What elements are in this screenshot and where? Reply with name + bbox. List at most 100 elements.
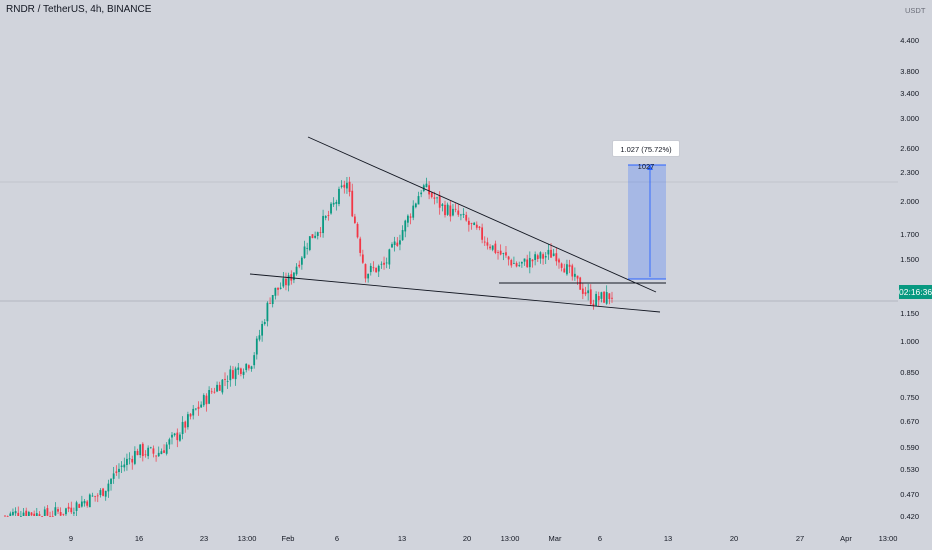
candle-body bbox=[43, 509, 46, 516]
candle-body bbox=[112, 473, 115, 479]
candle-body bbox=[486, 242, 489, 246]
x-tick-label: 16 bbox=[135, 534, 143, 543]
y-tick-label: 3.000 bbox=[900, 114, 919, 123]
candle-body bbox=[9, 513, 12, 516]
candle-body bbox=[555, 253, 558, 262]
candle-body bbox=[462, 213, 465, 215]
candle-body bbox=[438, 195, 441, 208]
candle-body bbox=[515, 263, 518, 267]
candle-body bbox=[128, 458, 131, 460]
candle-body bbox=[592, 303, 595, 306]
y-tick-label: 1.150 bbox=[900, 309, 919, 318]
candle-body bbox=[131, 459, 134, 463]
y-tick-label: 1.000 bbox=[900, 337, 919, 346]
candle-body bbox=[510, 260, 513, 266]
candle-body bbox=[126, 458, 128, 465]
candle-body bbox=[308, 236, 311, 250]
candle-body bbox=[552, 253, 555, 256]
candle-body bbox=[99, 490, 102, 496]
candle-body bbox=[300, 257, 303, 265]
candle-body bbox=[171, 434, 173, 438]
y-tick-label: 0.420 bbox=[900, 512, 919, 521]
candle-body bbox=[49, 516, 51, 517]
candle-body bbox=[197, 406, 200, 409]
candle-body bbox=[38, 514, 41, 516]
candle-body bbox=[589, 289, 592, 305]
x-tick-label: 27 bbox=[796, 534, 804, 543]
candle-body bbox=[303, 246, 306, 259]
y-tick-label: 4.400 bbox=[900, 36, 919, 45]
candle-body bbox=[322, 215, 324, 234]
candle-body bbox=[531, 259, 534, 262]
candle-body bbox=[566, 264, 568, 275]
candle-body bbox=[22, 512, 25, 516]
candle-body bbox=[544, 255, 547, 258]
candle-body bbox=[221, 379, 224, 393]
candle-body bbox=[475, 224, 478, 228]
candle-body bbox=[351, 190, 354, 217]
candle-body bbox=[120, 465, 123, 467]
candle-body bbox=[226, 381, 229, 383]
candle-body bbox=[274, 287, 277, 296]
measure-label: 1.027 (75.72%) 1027 bbox=[612, 140, 680, 171]
candle-body bbox=[391, 244, 393, 248]
candle-body bbox=[279, 287, 282, 289]
candle-body bbox=[94, 495, 97, 497]
candle-body bbox=[80, 501, 83, 507]
candle-body bbox=[253, 355, 256, 366]
candle-body bbox=[4, 515, 6, 517]
candle-body bbox=[361, 254, 364, 263]
candle-body bbox=[441, 204, 444, 206]
candle-body bbox=[380, 263, 383, 265]
candle-body bbox=[491, 245, 494, 250]
candle-body bbox=[364, 264, 367, 279]
candle-body bbox=[115, 471, 118, 473]
candle-body bbox=[245, 363, 248, 371]
candle-body bbox=[14, 511, 17, 514]
candle-body bbox=[338, 188, 340, 205]
candle-body bbox=[587, 290, 590, 294]
candle-body bbox=[208, 390, 211, 404]
candle-body bbox=[269, 302, 271, 304]
candle-body bbox=[605, 292, 608, 304]
y-tick-label: 0.470 bbox=[900, 490, 919, 499]
y-tick-label: 2.000 bbox=[900, 197, 919, 206]
candle-body bbox=[57, 509, 59, 512]
x-tick-label: 20 bbox=[730, 534, 738, 543]
candle-body bbox=[404, 220, 407, 232]
x-tick-label: 20 bbox=[463, 534, 471, 543]
candle-body bbox=[91, 495, 94, 497]
candle-body bbox=[51, 516, 54, 517]
candle-body bbox=[96, 495, 99, 497]
candle-body bbox=[449, 205, 452, 217]
candle-body bbox=[428, 185, 431, 195]
candle-body bbox=[311, 234, 314, 239]
candle-body bbox=[528, 257, 531, 268]
candle-body bbox=[107, 483, 110, 492]
candle-body bbox=[547, 249, 550, 255]
candle-body bbox=[136, 450, 139, 456]
candle-body bbox=[494, 243, 497, 253]
candle-body bbox=[149, 447, 152, 449]
y-tick-label: 0.850 bbox=[900, 368, 919, 377]
candle-body bbox=[497, 252, 499, 253]
candle-body bbox=[255, 338, 258, 355]
x-tick-label: 13 bbox=[664, 534, 672, 543]
candle-body bbox=[489, 246, 491, 249]
measure-box bbox=[628, 165, 666, 279]
candle-body bbox=[59, 512, 62, 516]
candle-body bbox=[141, 443, 144, 457]
candle-body bbox=[35, 513, 38, 516]
candle-body bbox=[340, 185, 343, 187]
candle-body bbox=[573, 273, 576, 277]
candle-body bbox=[393, 241, 396, 246]
candle-body bbox=[346, 182, 348, 189]
candle-body bbox=[611, 297, 613, 299]
candle-body bbox=[332, 202, 335, 205]
candle-body bbox=[406, 215, 409, 223]
x-tick-label: 23 bbox=[200, 534, 208, 543]
candle-body bbox=[73, 512, 75, 514]
candle-body bbox=[152, 448, 155, 454]
candle-body bbox=[277, 287, 279, 290]
